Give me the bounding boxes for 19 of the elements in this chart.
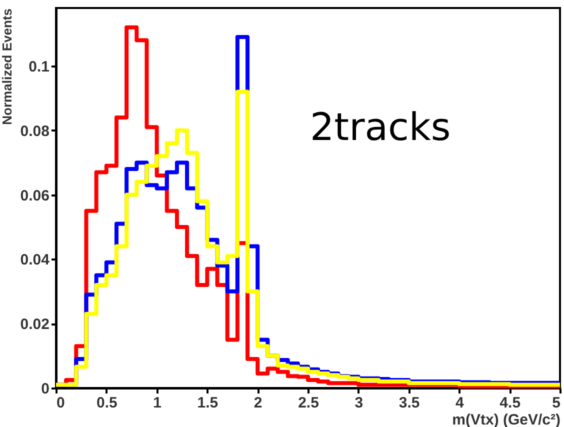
x-tick-label: 2 xyxy=(254,394,262,412)
x-tick-label: 5 xyxy=(552,394,560,412)
x-tick-label: 4 xyxy=(456,394,465,412)
y-tick-label: 0 xyxy=(41,380,50,398)
x-tick-label: 4.5 xyxy=(500,394,521,412)
y-axis-title: Normalized Events xyxy=(0,8,14,125)
x-tick-label: 0 xyxy=(56,394,65,412)
annotation: 2tracks xyxy=(310,105,451,149)
y-tick-label: 0.08 xyxy=(20,122,50,140)
y-tick-label: 0.1 xyxy=(28,58,50,76)
x-tick-label: 0.5 xyxy=(96,394,118,412)
x-tick-label: 2.5 xyxy=(298,394,319,412)
y-tick-label: 0.02 xyxy=(20,316,50,334)
y-tick-label: 0.04 xyxy=(20,252,50,269)
x-tick-label: 1 xyxy=(153,394,162,412)
y-tick-label: 0.06 xyxy=(20,187,50,204)
x-tick-label: 1.5 xyxy=(197,394,218,412)
x-tick-label: 3.5 xyxy=(398,394,420,412)
x-tick-label: 3 xyxy=(354,394,364,412)
